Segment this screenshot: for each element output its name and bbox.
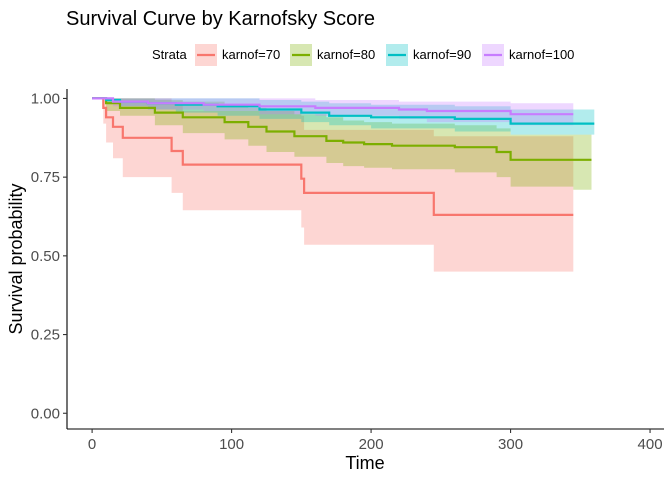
plot-area (92, 97, 595, 272)
x-tick-label: 300 (498, 436, 523, 453)
survival-curves (92, 97, 595, 216)
curve-karnof-100 (92, 97, 574, 116)
legend-item-karnof-100: karnof=100 (482, 44, 574, 66)
x-axis: 0 100 200 300 400 (67, 428, 664, 453)
legend-title: Strata (152, 47, 187, 62)
curve-karnof-80 (92, 97, 592, 161)
legend-label: karnof=70 (222, 47, 280, 62)
band-karnof-70 (92, 98, 574, 272)
y-tick-label: 1.00 (31, 90, 60, 107)
y-tick-label: 0.75 (31, 169, 60, 186)
x-tick-label: 400 (638, 436, 663, 453)
y-tick-label: 0.25 (31, 327, 60, 344)
curve-karnof-70 (92, 97, 574, 216)
legend-label: karnof=90 (413, 47, 471, 62)
x-tick-label: 100 (219, 436, 244, 453)
y-tick-label: 0.50 (31, 248, 60, 265)
x-tick-label: 200 (359, 436, 384, 453)
legend-item-karnof-90: karnof=90 (386, 44, 471, 66)
x-axis-title: Time (345, 453, 384, 473)
legend-item-karnof-80: karnof=80 (290, 44, 375, 66)
legend-label: karnof=80 (317, 47, 375, 62)
legend: Strata karnof=70 karnof=80 karnof=90 karnof… (152, 44, 574, 66)
chart-title: Survival Curve by Karnofsky Score (66, 8, 375, 30)
y-axis: 0.00 0.25 0.50 0.75 1.00 (31, 89, 68, 429)
legend-item-karnof-70: karnof=70 (195, 44, 280, 66)
band-karnof-80 (92, 98, 592, 190)
y-tick-label: 0.00 (31, 405, 60, 422)
x-tick-label: 0 (88, 436, 96, 453)
legend-label: karnof=100 (509, 47, 574, 62)
y-axis-title: Survival probability (6, 183, 26, 334)
